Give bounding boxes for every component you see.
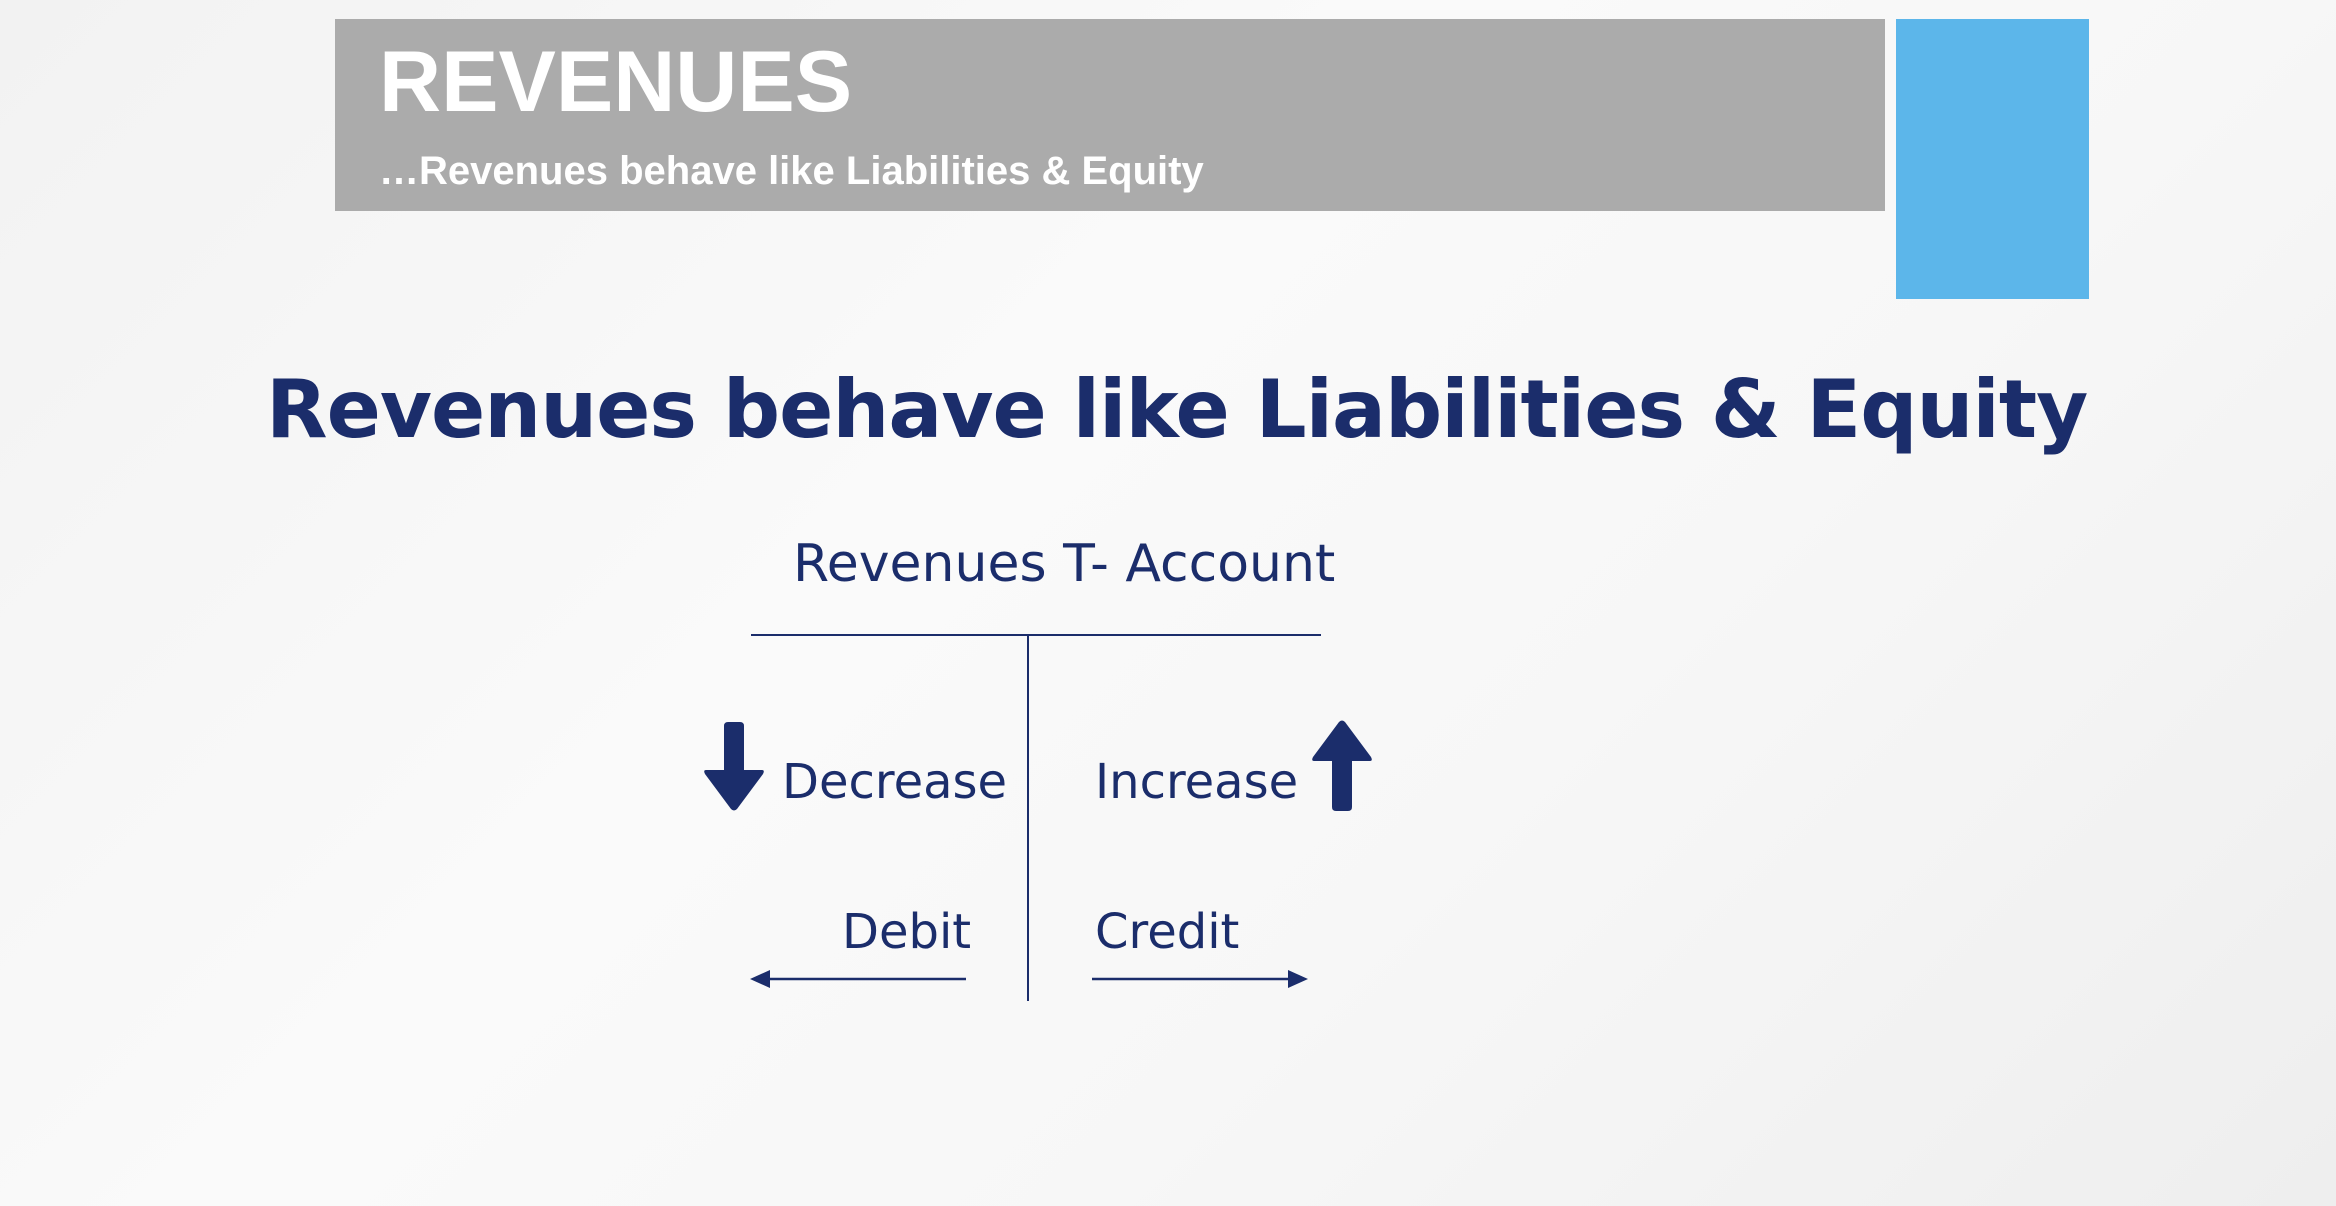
main-heading: Revenues behave like Liabilities & Equit…	[266, 370, 2087, 450]
header-subtitle: …Revenues behave like Liabilities & Equi…	[379, 149, 1204, 193]
header-title: REVENUES	[379, 39, 852, 125]
debit-label: Debit	[842, 908, 971, 956]
header-bar: REVENUES …Revenues behave like Liabiliti…	[335, 19, 1885, 211]
arrow-up-icon	[1311, 719, 1373, 811]
arrow-right-icon	[1090, 968, 1308, 990]
decrease-label: Decrease	[782, 758, 1007, 806]
credit-label: Credit	[1095, 908, 1239, 956]
arrow-left-icon	[750, 968, 968, 990]
arrow-down-icon	[703, 722, 765, 812]
t-account-vertical-line	[1027, 635, 1029, 1001]
t-account-horizontal-line	[751, 634, 1321, 636]
accent-block	[1896, 19, 2089, 299]
increase-label: Increase	[1095, 758, 1298, 806]
t-account-title: Revenues T- Account	[793, 538, 1335, 590]
